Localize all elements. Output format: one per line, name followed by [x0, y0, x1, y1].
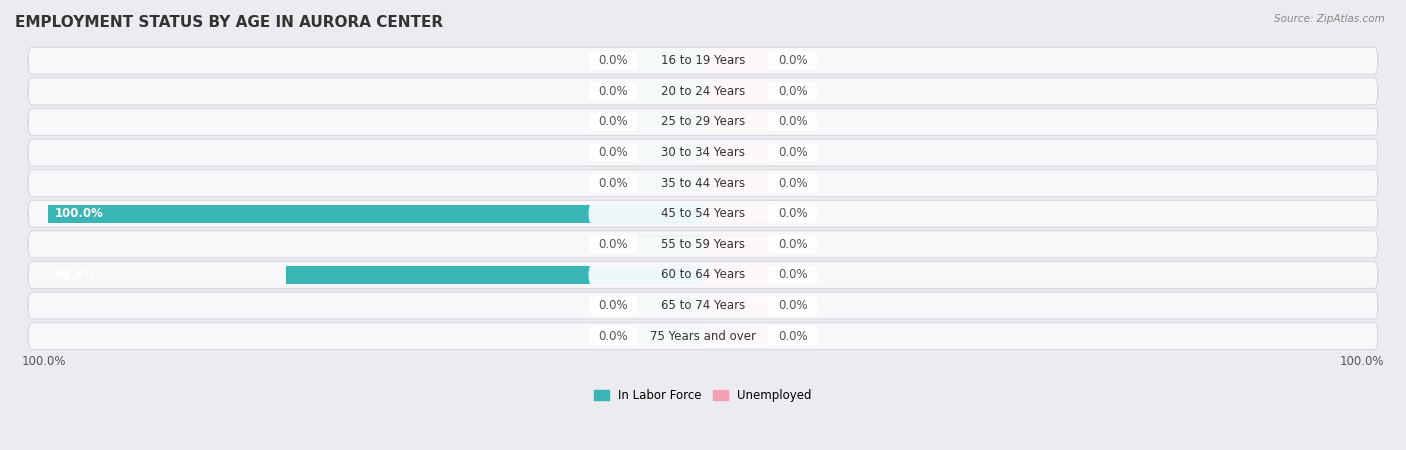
Text: 0.0%: 0.0% [598, 330, 627, 342]
Text: 0.0%: 0.0% [598, 85, 627, 98]
FancyBboxPatch shape [28, 231, 1378, 258]
Bar [637, 174, 703, 192]
Text: 0.0%: 0.0% [779, 85, 808, 98]
Bar [703, 327, 769, 345]
Text: 0.0%: 0.0% [598, 116, 627, 128]
Text: 100.0%: 100.0% [1340, 355, 1385, 368]
FancyBboxPatch shape [588, 327, 818, 345]
Text: 35 to 44 Years: 35 to 44 Years [661, 177, 745, 189]
Text: 0.0%: 0.0% [779, 177, 808, 189]
Bar [287, 266, 703, 284]
FancyBboxPatch shape [588, 235, 818, 253]
Bar [703, 235, 769, 253]
Text: 0.0%: 0.0% [779, 207, 808, 220]
Text: 16 to 19 Years: 16 to 19 Years [661, 54, 745, 68]
Bar [703, 52, 769, 70]
FancyBboxPatch shape [588, 266, 818, 284]
Text: 25 to 29 Years: 25 to 29 Years [661, 116, 745, 128]
Text: 60 to 64 Years: 60 to 64 Years [661, 269, 745, 281]
Text: 0.0%: 0.0% [598, 54, 627, 68]
Text: 0.0%: 0.0% [598, 238, 627, 251]
Bar [637, 235, 703, 253]
Text: 75 Years and over: 75 Years and over [650, 330, 756, 342]
Text: 0.0%: 0.0% [779, 330, 808, 342]
Text: 0.0%: 0.0% [598, 146, 627, 159]
Text: 55 to 59 Years: 55 to 59 Years [661, 238, 745, 251]
FancyBboxPatch shape [588, 297, 818, 315]
Legend: In Labor Force, Unemployed: In Labor Force, Unemployed [589, 384, 817, 407]
Bar [637, 144, 703, 162]
Text: 30 to 34 Years: 30 to 34 Years [661, 146, 745, 159]
Bar [48, 205, 703, 223]
Bar [703, 113, 769, 131]
Text: 0.0%: 0.0% [779, 116, 808, 128]
Text: 0.0%: 0.0% [779, 54, 808, 68]
FancyBboxPatch shape [28, 200, 1378, 227]
Text: 0.0%: 0.0% [779, 146, 808, 159]
Bar [703, 297, 769, 315]
Text: 65 to 74 Years: 65 to 74 Years [661, 299, 745, 312]
Text: 0.0%: 0.0% [598, 299, 627, 312]
FancyBboxPatch shape [588, 205, 818, 223]
Text: 0.0%: 0.0% [779, 269, 808, 281]
FancyBboxPatch shape [28, 108, 1378, 135]
Text: 20 to 24 Years: 20 to 24 Years [661, 85, 745, 98]
FancyBboxPatch shape [588, 174, 818, 192]
FancyBboxPatch shape [588, 82, 818, 100]
Bar [703, 144, 769, 162]
Text: 45 to 54 Years: 45 to 54 Years [661, 207, 745, 220]
FancyBboxPatch shape [28, 170, 1378, 197]
FancyBboxPatch shape [588, 113, 818, 131]
FancyBboxPatch shape [28, 261, 1378, 288]
Bar [703, 266, 769, 284]
FancyBboxPatch shape [588, 144, 818, 162]
FancyBboxPatch shape [28, 292, 1378, 319]
Text: Source: ZipAtlas.com: Source: ZipAtlas.com [1274, 14, 1385, 23]
Text: 100.0%: 100.0% [21, 355, 66, 368]
Text: 0.0%: 0.0% [598, 177, 627, 189]
Text: 0.0%: 0.0% [779, 238, 808, 251]
FancyBboxPatch shape [28, 323, 1378, 350]
FancyBboxPatch shape [588, 52, 818, 70]
FancyBboxPatch shape [28, 78, 1378, 105]
Bar [637, 297, 703, 315]
Text: 55.6%: 55.6% [55, 269, 96, 281]
Bar [703, 174, 769, 192]
Text: 100.0%: 100.0% [55, 207, 103, 220]
Bar [637, 82, 703, 100]
Text: 0.0%: 0.0% [779, 299, 808, 312]
FancyBboxPatch shape [28, 139, 1378, 166]
Bar [703, 82, 769, 100]
Bar [703, 205, 769, 223]
FancyBboxPatch shape [28, 47, 1378, 74]
Bar [637, 327, 703, 345]
Bar [637, 113, 703, 131]
Text: EMPLOYMENT STATUS BY AGE IN AURORA CENTER: EMPLOYMENT STATUS BY AGE IN AURORA CENTE… [15, 15, 443, 30]
Bar [637, 52, 703, 70]
